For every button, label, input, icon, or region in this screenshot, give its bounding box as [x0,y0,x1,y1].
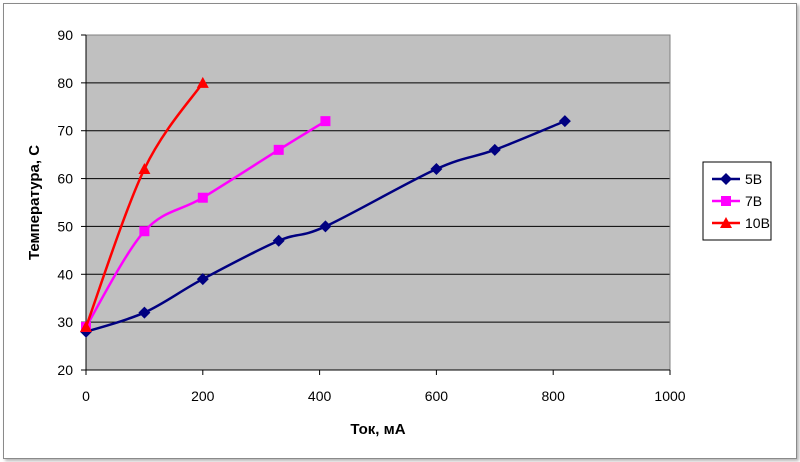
data-point [139,226,150,237]
data-point [430,163,443,175]
data-point [273,144,284,155]
y-tick-label: 60 [57,171,73,187]
y-tick-label: 40 [57,266,73,282]
y-tick-label: 20 [57,362,73,378]
series-group [80,76,571,338]
legend-item: 7В [712,193,762,209]
data-point [196,273,209,286]
series-3 [80,76,209,332]
data-point [138,306,151,319]
data-point [80,320,92,332]
x-tick-label: 1000 [654,388,685,404]
y-tick-label: 90 [57,27,73,43]
data-point [558,115,571,128]
legend-marker [720,217,732,228]
data-point [196,76,209,88]
x-tick-label: 800 [542,388,566,404]
legend-item: 10В [712,215,770,231]
y-tick-label: 50 [57,218,73,234]
y-tick-labels: 20 30 40 50 60 70 80 90 [57,27,73,378]
axes [81,34,671,375]
x-tick-label: 200 [191,388,215,404]
legend-label: 5В [745,171,762,187]
legend-marker [720,173,732,185]
data-point [272,234,285,247]
data-point [138,163,151,174]
data-point [319,220,332,233]
legend-label: 7В [745,193,762,209]
y-axis-label: Температура, С [26,145,43,260]
legend-label: 10В [745,215,770,231]
data-point [197,192,208,203]
legend: 5В 7В 10В [702,161,772,241]
data-point [320,116,331,127]
x-tick-label: 0 [82,388,90,404]
y-tick-label: 80 [57,75,73,91]
legend-marker [721,196,731,206]
x-tick-label: 400 [308,388,332,404]
x-tick-label: 600 [425,388,449,404]
x-axis-label: Ток, мА [350,421,405,438]
plot-area [86,35,670,370]
series-line [85,119,566,333]
legend-item: 5В [712,171,762,187]
y-tick-label: 30 [57,314,73,330]
data-point [488,143,501,156]
x-tick-labels: 0 200 400 600 800 1000 [82,388,686,404]
y-tick-label: 70 [57,123,73,139]
